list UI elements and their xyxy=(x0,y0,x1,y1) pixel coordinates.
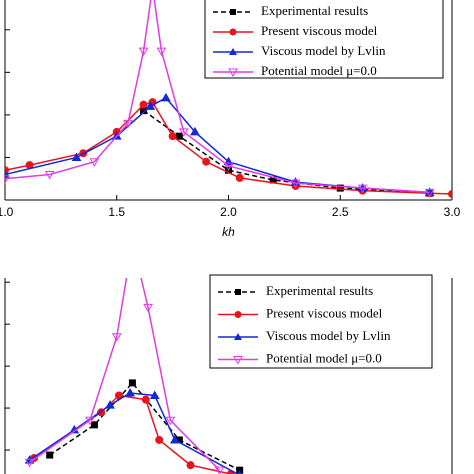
series-line xyxy=(33,394,231,474)
x-tick-label: 1.0 xyxy=(0,205,14,219)
marker xyxy=(44,170,55,180)
series-line xyxy=(29,278,221,471)
legend-marker xyxy=(229,48,237,55)
marker xyxy=(186,461,195,470)
marker xyxy=(168,132,177,141)
legend-symbol xyxy=(235,289,241,295)
marker xyxy=(24,458,35,468)
marker xyxy=(5,175,10,184)
legend-symbol xyxy=(229,48,237,55)
marker xyxy=(214,466,225,474)
marker xyxy=(336,184,344,192)
series-line xyxy=(49,381,241,471)
marker xyxy=(125,387,136,397)
legend-marker xyxy=(228,68,238,78)
legend-marker xyxy=(229,28,237,36)
marker xyxy=(290,179,301,188)
x-axis-label: kh xyxy=(222,225,235,239)
legend-label: Experimental results xyxy=(266,283,373,298)
marker xyxy=(89,158,100,167)
marker xyxy=(90,421,98,429)
series-line xyxy=(5,96,430,194)
legend-symbol xyxy=(228,68,238,78)
series-line xyxy=(5,101,452,195)
marker xyxy=(105,400,115,409)
marker xyxy=(155,435,164,444)
marker xyxy=(424,188,435,198)
plot-area xyxy=(24,267,244,474)
legend-marker xyxy=(235,289,241,295)
legend-symbol xyxy=(230,9,236,15)
legend-label: Experimental results xyxy=(261,3,368,18)
legend-label: Potential model μ=0.0 xyxy=(261,63,377,78)
x-tick-label: 3.0 xyxy=(444,205,461,219)
marker xyxy=(149,390,160,399)
marker xyxy=(143,303,153,313)
x-tick-label: 2.5 xyxy=(332,205,349,219)
marker xyxy=(190,126,200,136)
marker xyxy=(128,379,136,387)
legend-label: Present viscous model xyxy=(266,305,383,320)
legend-label: Viscous model by Lvlin xyxy=(266,328,391,343)
series-line xyxy=(29,392,240,474)
legend-marker xyxy=(234,333,242,340)
legend-symbol xyxy=(234,311,242,318)
marker xyxy=(85,416,95,426)
marker xyxy=(46,451,54,459)
marker xyxy=(111,333,122,342)
series-line xyxy=(143,110,430,194)
marker xyxy=(223,162,234,171)
marker xyxy=(161,92,171,102)
marker xyxy=(145,101,156,110)
legend-symbol xyxy=(234,333,242,340)
marker xyxy=(169,434,180,444)
marker xyxy=(141,395,150,404)
marker xyxy=(138,47,149,57)
marker xyxy=(175,132,183,140)
series-line xyxy=(5,0,430,194)
legend-marker xyxy=(233,356,243,365)
marker xyxy=(71,152,82,161)
legend-symbol xyxy=(229,28,237,36)
marker xyxy=(235,173,244,182)
marker xyxy=(202,157,211,166)
legend-marker xyxy=(230,9,236,15)
x-tick-label: 2.0 xyxy=(220,205,237,219)
x-tick-label: 1.5 xyxy=(108,205,125,219)
legend-label: Viscous model by Lvlin xyxy=(261,43,386,58)
legend-box xyxy=(204,0,444,79)
marker xyxy=(135,267,143,274)
marker xyxy=(123,119,133,129)
marker xyxy=(448,190,452,199)
marker xyxy=(156,47,167,57)
plot-area xyxy=(5,0,452,199)
marker xyxy=(124,267,132,274)
legend-box xyxy=(209,274,433,369)
marker xyxy=(139,100,148,109)
legend-label: Potential model μ=0.0 xyxy=(266,350,382,365)
marker xyxy=(357,184,368,194)
marker xyxy=(165,416,176,426)
legend-symbol xyxy=(233,356,243,365)
marker xyxy=(237,470,242,474)
marker xyxy=(178,128,189,137)
legend-marker xyxy=(234,311,242,318)
legend-label: Present viscous model xyxy=(261,23,378,38)
